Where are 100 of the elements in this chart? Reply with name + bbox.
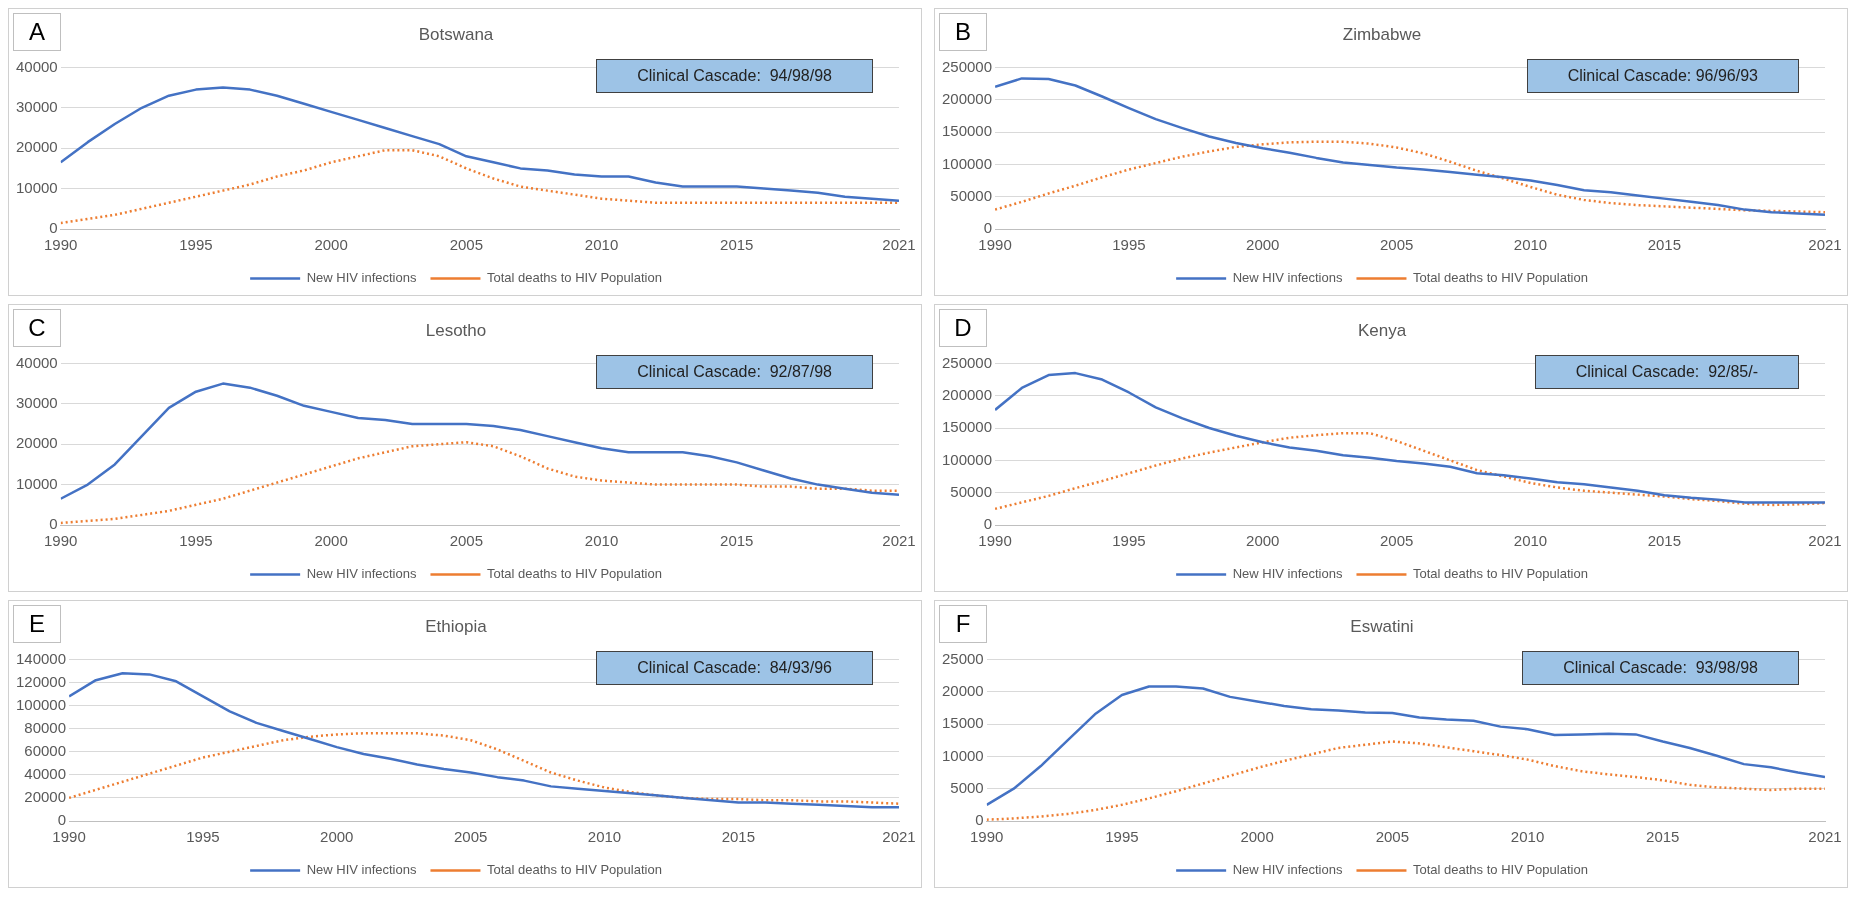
legend-label: New HIV infections [306,862,417,878]
y-tick-label: 20000 [15,138,58,156]
x-tick-label: 2015 [720,236,754,254]
x-tick-label: 2010 [1513,532,1548,550]
y-tick-label: 200000 [941,89,993,107]
letter-box: C [13,309,61,347]
y-tick-label: 0 [983,219,993,237]
y-tick-label: 0 [57,811,67,829]
x-tick-label: 2021 [882,236,916,254]
y-tick-label: 50000 [950,186,993,204]
y-tick-label: 15000 [941,714,984,732]
x-tick-label: 2015 [721,828,756,846]
x-tick-label: 2021 [1808,828,1842,846]
chart-title: Kenya [1357,320,1407,340]
x-tick-label: 2000 [1240,828,1274,846]
y-tick-label: 100000 [941,450,993,468]
x-tick-label: 2000 [1246,236,1280,254]
letter-box: A [13,13,61,51]
y-tick-label: 200000 [941,385,993,403]
y-tick-label: 40000 [24,764,67,782]
y-tick-label: 20000 [24,788,67,806]
letter-box: E [13,605,61,643]
legend-label: New HIV infections [1232,566,1343,582]
legend-label: New HIV infections [1232,862,1343,878]
legend-label: New HIV infections [306,270,417,286]
y-tick-label: 20000 [941,681,984,699]
y-tick-label: 0 [975,811,984,829]
x-tick-label: 2005 [449,532,484,550]
x-tick-label: 2010 [584,532,619,550]
x-tick-label: 2000 [314,532,348,550]
x-tick-label: 1995 [1105,828,1139,846]
legend-label: Total deaths to HIV Population [1412,566,1588,582]
y-tick-label: 80000 [24,718,67,736]
y-tick-label: 30000 [15,393,58,411]
line-series [60,148,899,225]
callout-box: Clinical Cascade: 93/98/98 [1522,651,1799,685]
y-tick-label: 120000 [15,672,67,690]
chart-title: Botswana [418,24,494,44]
y-tick-label: 150000 [941,122,993,140]
y-tick-label: 140000 [15,649,67,667]
y-tick-label: 40000 [15,353,58,371]
letter-box: B [939,13,987,51]
y-tick-label: 0 [983,515,993,533]
y-tick-label: 60000 [24,741,67,759]
x-tick-label: 2021 [1808,532,1842,550]
chart-title: Eswatini [1350,616,1414,636]
y-tick-label: 5000 [950,778,984,796]
x-tick-label: 2015 [1646,828,1680,846]
callout-box: Clinical Cascade: 94/98/98 [596,59,873,93]
x-tick-label: 2015 [1647,236,1682,254]
y-tick-label: 10000 [941,746,984,764]
legend-label: New HIV infections [306,566,417,582]
callout-box: Clinical Cascade: 92/85/- [1534,355,1799,389]
x-tick-label: 2010 [587,828,622,846]
legend-label: New HIV infections [1232,270,1343,286]
callout-box: Clinical Cascade: 84/93/96 [596,651,873,685]
x-tick-label: 1995 [179,532,213,550]
x-tick-label: 2010 [584,236,619,254]
x-tick-label: 2005 [1375,828,1410,846]
legend-label: Total deaths to HIV Population [1412,862,1588,878]
x-tick-label: 2015 [720,532,754,550]
x-tick-label: 1995 [186,828,220,846]
chart-title: Ethiopia [425,616,488,636]
x-tick-label: 1995 [1112,236,1146,254]
y-tick-label: 25000 [941,649,984,667]
x-tick-label: 2010 [1510,828,1545,846]
x-tick-label: 2005 [449,236,484,254]
callout-box: Clinical Cascade: 96/96/93 [1526,59,1799,93]
letter-box: F [939,605,987,643]
line-series [986,740,1825,821]
legend-label: Total deaths to HIV Population [486,862,662,878]
y-tick-label: 40000 [15,57,58,75]
x-tick-label: 2005 [1379,236,1414,254]
y-tick-label: 0 [49,219,58,237]
line-series [60,440,899,525]
x-tick-label: 1990 [970,828,1004,846]
x-tick-label: 2021 [882,532,916,550]
y-tick-label: 50000 [950,482,993,500]
legend-label: Total deaths to HIV Population [486,566,662,582]
x-tick-label: 2005 [453,828,488,846]
x-tick-label: 2021 [1808,236,1842,254]
x-tick-label: 1990 [44,532,78,550]
x-tick-label: 1990 [978,532,1012,550]
legend-label: Total deaths to HIV Population [486,270,662,286]
x-tick-label: 1990 [44,236,78,254]
y-tick-label: 10000 [15,474,58,492]
line-series [995,140,1825,214]
x-tick-label: 2000 [320,828,354,846]
y-tick-label: 100000 [15,695,67,713]
y-tick-label: 150000 [941,418,993,436]
legend-label: Total deaths to HIV Population [1412,270,1588,286]
y-tick-label: 100000 [941,154,993,172]
chart-title: Zimbabwe [1342,24,1422,44]
x-tick-label: 2000 [314,236,348,254]
x-tick-label: 2015 [1647,532,1682,550]
y-tick-label: 250000 [941,353,993,371]
x-tick-label: 2021 [882,828,916,846]
y-tick-label: 30000 [15,97,58,115]
x-tick-label: 2010 [1513,236,1548,254]
y-tick-label: 250000 [941,57,993,75]
